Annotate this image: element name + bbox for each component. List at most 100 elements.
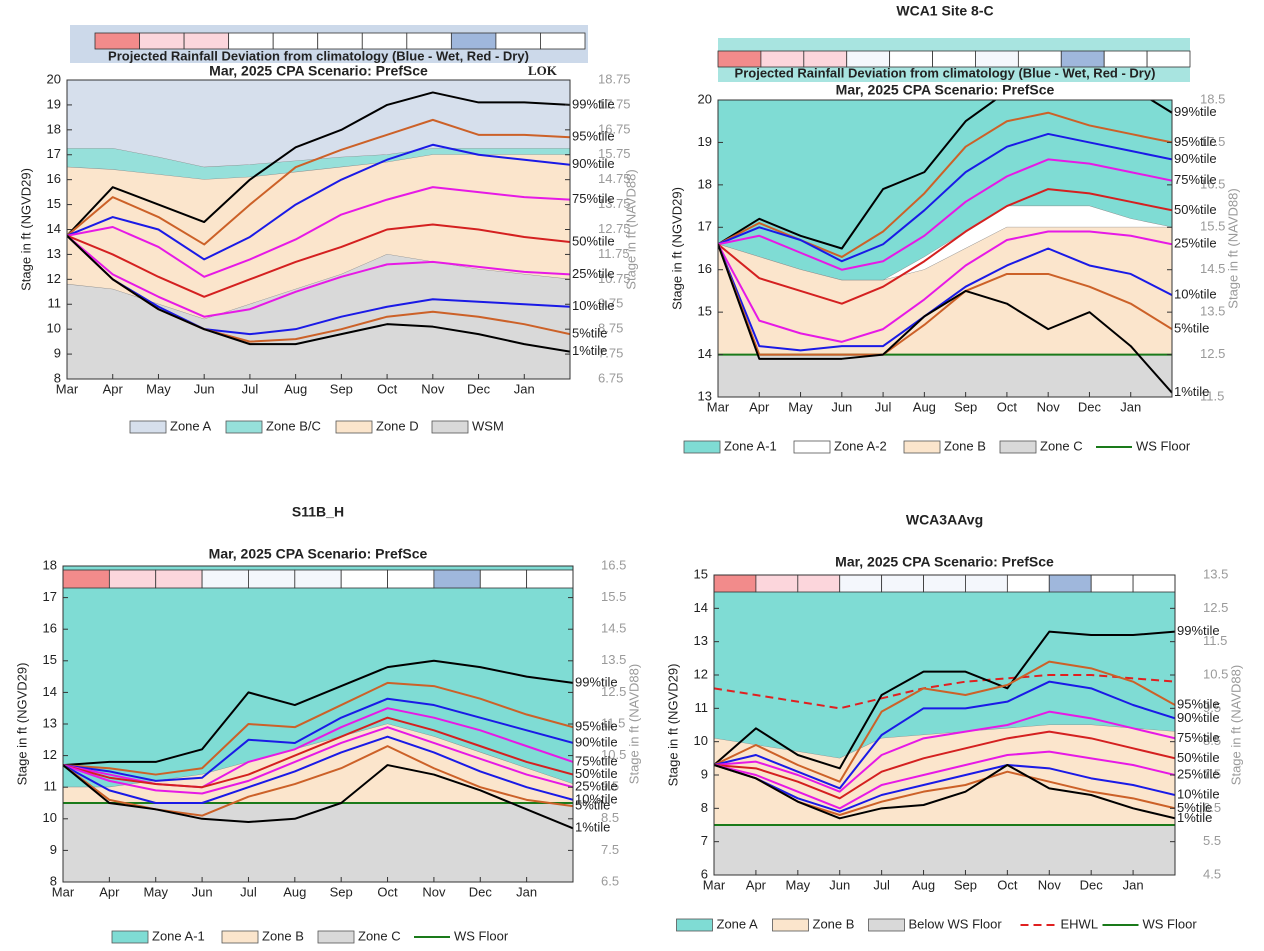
series-end-label: 50%tile: [1177, 750, 1220, 765]
y2-tick-label: 5.5: [1203, 833, 1221, 848]
rainfall-cell: [340, 569, 388, 589]
legend-swatch: [335, 420, 373, 434]
series-end-label: 1%tile: [575, 820, 610, 835]
rainfall-cell: [433, 569, 481, 589]
rainfall-cell: [155, 569, 203, 589]
y2-tick-label: 8.5: [1203, 733, 1221, 748]
percentile-line: [63, 659, 573, 767]
rainfall-caption: Projected Rainfall Deviation from climat…: [735, 65, 1156, 80]
legend-label: Zone B: [813, 916, 855, 931]
annotation: LOK: [528, 63, 558, 78]
zone-area: [67, 254, 570, 379]
series-end-label: 5%tile: [572, 326, 607, 341]
percentile-line: [714, 660, 1175, 783]
legend-label: Zone A-1: [152, 928, 205, 943]
percentile-line: [714, 750, 1175, 810]
legend-label: WSM: [472, 418, 504, 433]
y-axis-label: Stage in ft (NGVD29): [665, 664, 680, 787]
y2-tick-label: 12.5: [1200, 346, 1225, 361]
x-tick-label: Sep: [330, 381, 353, 396]
percentile-line: [67, 91, 570, 237]
zone-area: [67, 148, 570, 180]
y2-tick-label: 4.5: [1203, 866, 1221, 881]
y2-tick-label: 15.75: [598, 146, 631, 161]
y-tick-label: 13: [694, 633, 708, 648]
y-tick-label: 18: [43, 557, 57, 572]
percentile-line: [67, 186, 570, 278]
percentile-line: [63, 726, 573, 795]
y-tick-label: 7: [701, 833, 708, 848]
percentile-line: [714, 680, 1175, 790]
y2-tick-label: 14.75: [598, 171, 631, 186]
legend-label: Zone C: [1040, 438, 1083, 453]
y2-tick-label: 12.5: [1203, 600, 1228, 615]
y2-tick-label: 12.5: [601, 684, 626, 699]
lines: [714, 630, 1175, 826]
percentile-line: [67, 235, 570, 353]
x-tick-label: Jun: [829, 877, 850, 892]
x-tick-label: Jul: [240, 884, 257, 899]
y-tick-label: 15: [694, 566, 708, 581]
rainfall-cell: [540, 32, 586, 50]
y2-tick-label: 9.5: [1203, 700, 1221, 715]
y2-tick-label: 14.5: [601, 621, 626, 636]
y2-axis-label: Stage in ft (NAVD88): [626, 664, 641, 784]
percentile-line: [718, 243, 1172, 356]
series-end-label: 75%tile: [1174, 172, 1217, 187]
lines: [67, 91, 570, 353]
percentile-line: [63, 681, 573, 776]
y2-tick-label: 7.75: [598, 346, 623, 361]
series-end-label: 1%tile: [572, 343, 607, 358]
series-end-label: 90%tile: [1174, 151, 1217, 166]
x-tick-label: Nov: [422, 884, 446, 899]
y-axis-label: Stage in ft (NGVD29): [669, 187, 684, 310]
rainfall-cell: [1006, 574, 1050, 593]
rainfall-cell: [108, 569, 157, 589]
rainfall-cell: [248, 569, 296, 589]
y-tick-label: 13: [698, 388, 712, 403]
y2-tick-label: 10.5: [601, 747, 626, 762]
y2-tick-label: 13.75: [598, 196, 631, 211]
legend-swatch: [317, 930, 355, 944]
rainfall-cell: [228, 32, 274, 50]
x-tick-label: Jul: [875, 399, 892, 414]
percentile-line: [714, 764, 1175, 813]
x-tick-label: Nov: [1038, 877, 1062, 892]
zones: [714, 575, 1175, 875]
percentile-line: [718, 243, 1172, 352]
y-tick-label: 18: [47, 121, 61, 136]
y2-tick-label: 16.5: [1200, 176, 1225, 191]
series-end-label: 95%tile: [1174, 134, 1217, 149]
y-axis-label: Stage in ft (NGVD29): [14, 663, 29, 786]
x-tick-label: Mar: [52, 884, 75, 899]
series-end-label: 99%tile: [572, 96, 615, 111]
chart-panel: WCA3AAvg Mar, 2025 CPA Scenario: PrefSce 6…: [665, 512, 1243, 936]
chart-title: WCA3AAvg: [906, 512, 983, 528]
rainfall-cell: [387, 569, 435, 589]
legend-swatch: [221, 930, 259, 944]
y-tick-label: 19: [47, 96, 61, 111]
zones: [63, 566, 573, 882]
series-end-label: 95%tile: [1177, 696, 1220, 711]
y-tick-label: 8: [54, 370, 61, 385]
y2-tick-label: 8.75: [598, 321, 623, 336]
chart-title: WCA1 Site 8-C: [896, 3, 993, 19]
legend: Zone A Zone B Below WS Floor EHWL WS Floor: [668, 914, 1221, 936]
legend-swatch: [431, 420, 469, 434]
series-end-label: 25%tile: [575, 779, 618, 794]
x-tick-label: Aug: [913, 399, 936, 414]
y2-tick-label: 10.75: [598, 271, 631, 286]
legend-label: WS Floor: [1136, 438, 1191, 453]
plot-frame: [713, 574, 1176, 876]
legend-label: Zone A-1: [724, 438, 777, 453]
series-end-label: 5%tile: [575, 798, 610, 813]
rainfall-cell: [479, 569, 528, 589]
rainfall-cell: [183, 32, 230, 50]
series-end-label: 90%tile: [1177, 710, 1220, 725]
y-tick-label: 15: [698, 304, 712, 319]
legend-swatch: [903, 440, 941, 454]
y-tick-label: 15: [47, 196, 61, 211]
y2-tick-label: 13.5: [1200, 304, 1225, 319]
x-tick-label: Nov: [1037, 399, 1061, 414]
rainfall-caption: Projected Rainfall Deviation from climat…: [108, 48, 529, 63]
